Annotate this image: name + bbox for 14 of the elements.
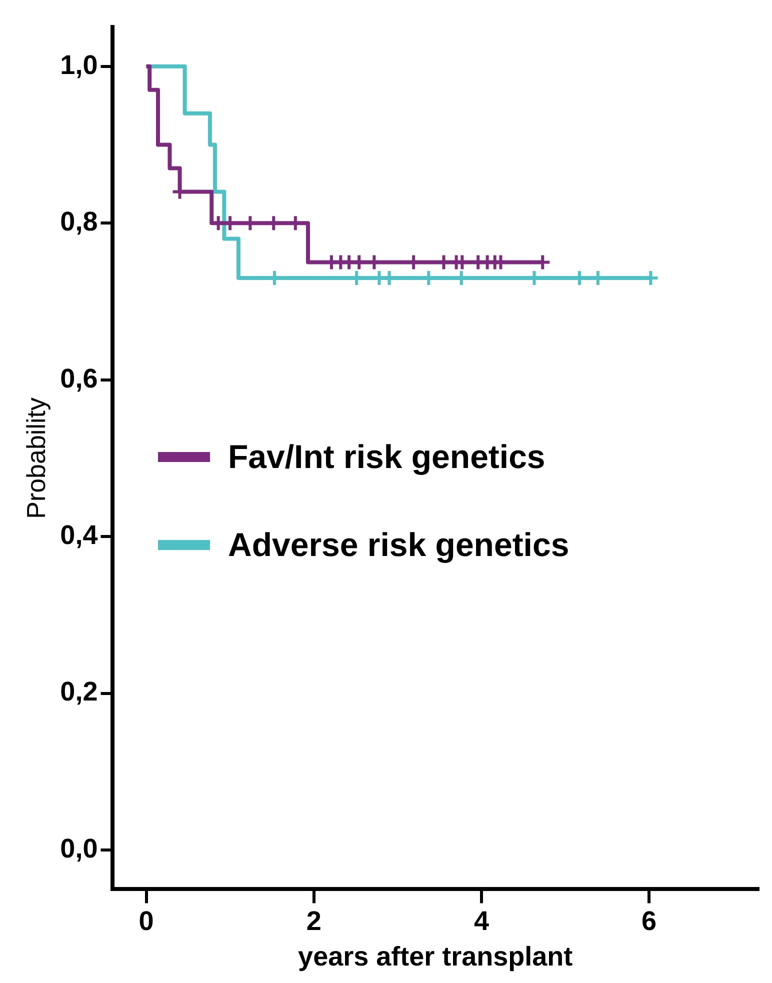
x-tick-label: 2 [306, 906, 322, 936]
y-tick-label: 0,6 [60, 363, 98, 394]
x-axis-title: years after transplant [298, 941, 573, 972]
y-tick-label: 0,4 [60, 520, 98, 550]
legend-label: Fav/Int risk genetics [228, 438, 546, 476]
y-tick-label: 0,2 [60, 676, 98, 707]
y-tick-label: 0,8 [60, 206, 98, 237]
y-axis-title: Probability [20, 397, 51, 519]
x-tick-label: 6 [642, 906, 657, 936]
legend-label: Adverse risk genetics [228, 526, 570, 564]
x-tick-label: 4 [474, 906, 489, 936]
x-tick-label: 0 [138, 906, 154, 936]
y-tick-label: 0,0 [60, 833, 98, 864]
y-tick-label: 1,0 [60, 50, 98, 80]
